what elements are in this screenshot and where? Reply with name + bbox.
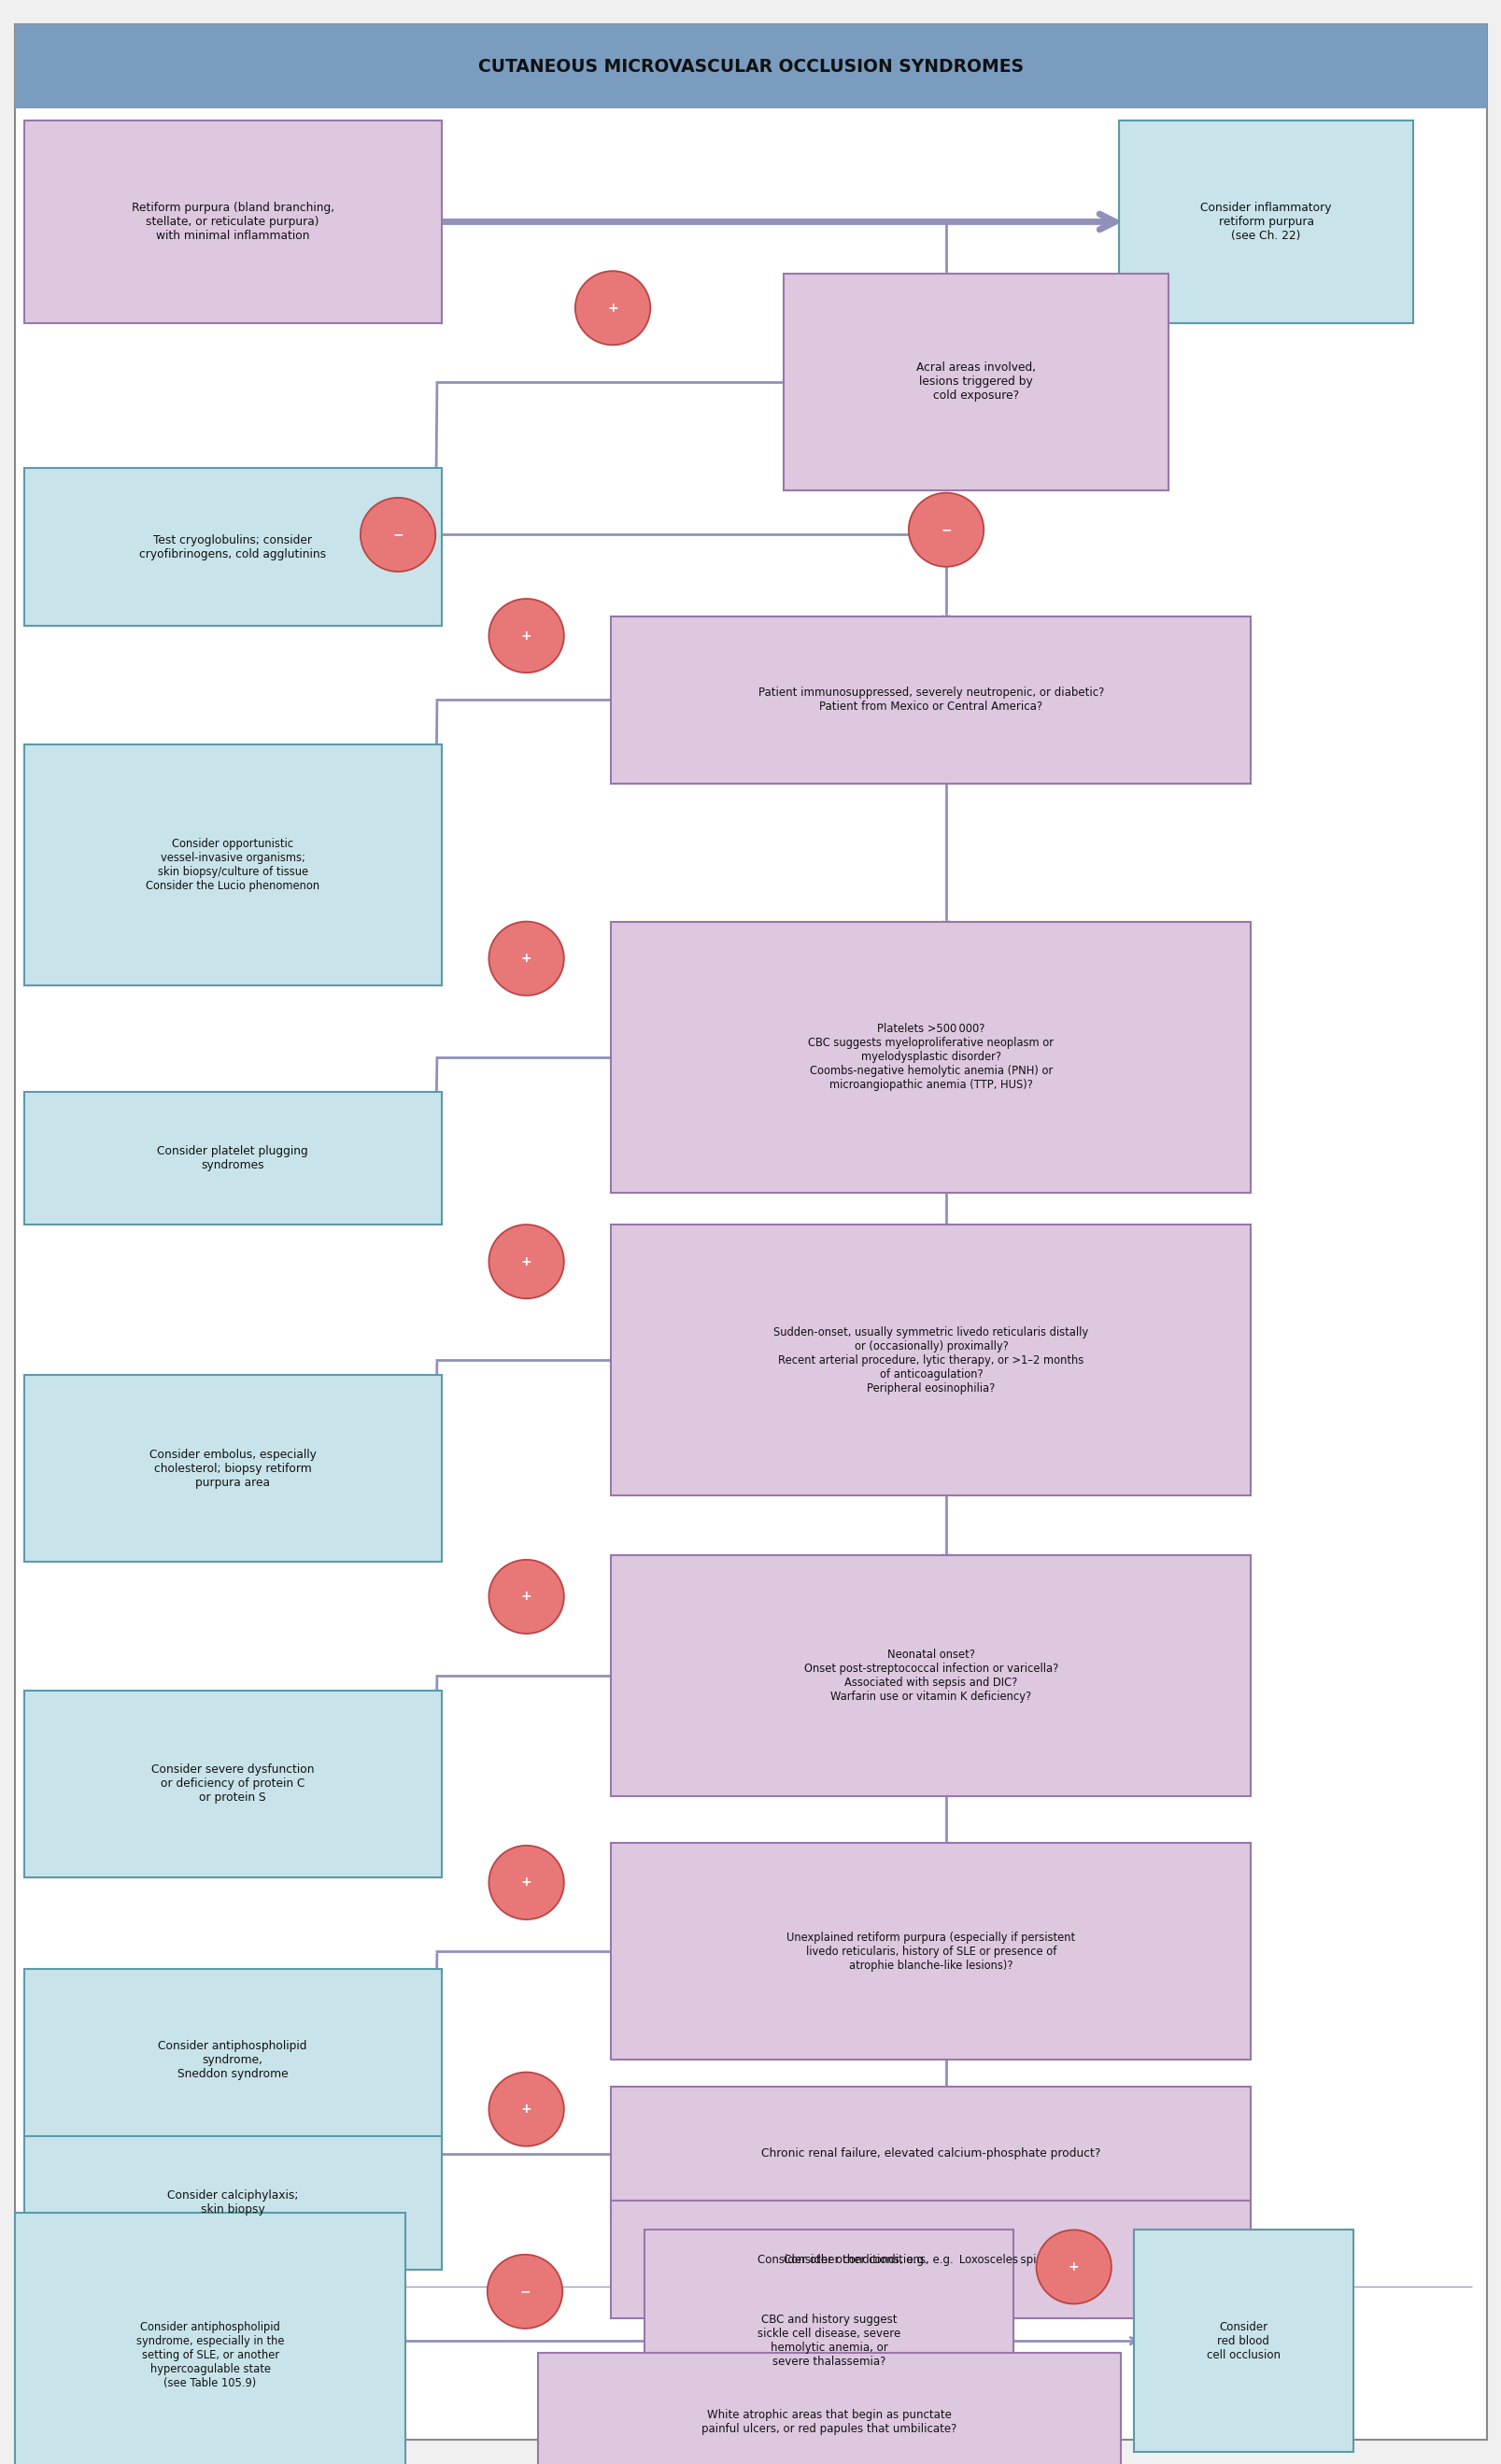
FancyBboxPatch shape (15, 25, 1486, 2439)
FancyBboxPatch shape (644, 2230, 1013, 2452)
FancyBboxPatch shape (611, 616, 1250, 784)
Text: +: + (521, 951, 531, 966)
Text: Consider antiphospholipid
syndrome, especially in the
setting of SLE, or another: Consider antiphospholipid syndrome, espe… (137, 2321, 284, 2390)
Ellipse shape (488, 1846, 564, 1919)
Text: Acral areas involved,
lesions triggered by
cold exposure?: Acral areas involved, lesions triggered … (916, 362, 1036, 402)
FancyBboxPatch shape (15, 25, 1486, 108)
Text: CUTANEOUS MICROVASCULAR OCCLUSION SYNDROMES: CUTANEOUS MICROVASCULAR OCCLUSION SYNDRO… (477, 57, 1024, 76)
FancyBboxPatch shape (611, 2087, 1250, 2220)
Text: Consider severe dysfunction
or deficiency of protein C
or protein S: Consider severe dysfunction or deficienc… (152, 1764, 314, 1804)
Ellipse shape (488, 1225, 564, 1299)
FancyBboxPatch shape (24, 1969, 441, 2151)
Text: −: − (392, 527, 404, 542)
FancyBboxPatch shape (1133, 2230, 1352, 2452)
FancyBboxPatch shape (611, 1225, 1250, 1496)
Text: Consider platelet plugging
syndromes: Consider platelet plugging syndromes (158, 1146, 308, 1170)
Text: −: − (519, 2284, 530, 2299)
Text: +: + (521, 1875, 531, 1890)
Ellipse shape (488, 1560, 564, 1634)
FancyBboxPatch shape (24, 744, 441, 986)
Text: +: + (521, 628, 531, 643)
FancyBboxPatch shape (611, 2200, 1250, 2319)
Ellipse shape (488, 599, 564, 673)
FancyBboxPatch shape (24, 1690, 441, 1878)
Text: Consider other conditions, e.g.  Loxosceles spider bite: Consider other conditions, e.g. Loxoscel… (782, 2255, 1079, 2264)
Ellipse shape (908, 493, 983, 567)
Text: +: + (521, 1589, 531, 1604)
FancyBboxPatch shape (24, 121, 441, 323)
FancyBboxPatch shape (537, 2353, 1120, 2464)
Ellipse shape (488, 922, 564, 995)
Text: CBC and history suggest
sickle cell disease, severe
hemolytic anemia, or
severe : CBC and history suggest sickle cell dise… (757, 2314, 901, 2368)
Text: Consider other conditions, e.g.: Consider other conditions, e.g. (758, 2255, 931, 2264)
Text: Test cryoglobulins; consider
cryofibrinogens, cold agglutinins: Test cryoglobulins; consider cryofibrino… (140, 535, 326, 559)
Text: Chronic renal failure, elevated calcium-phosphate product?: Chronic renal failure, elevated calcium-… (761, 2149, 1100, 2158)
Text: Consider
red blood
cell occlusion: Consider red blood cell occlusion (1205, 2321, 1280, 2361)
Ellipse shape (488, 2072, 564, 2146)
Ellipse shape (360, 498, 435, 572)
FancyBboxPatch shape (24, 1375, 441, 1562)
Text: Neonatal onset?
Onset post-streptococcal infection or varicella?
Associated with: Neonatal onset? Onset post-streptococcal… (803, 1648, 1058, 1703)
Text: +: + (1067, 2259, 1079, 2274)
Text: Consider opportunistic
vessel-invasive organisms;
skin biopsy/culture of tissue
: Consider opportunistic vessel-invasive o… (146, 838, 320, 892)
FancyBboxPatch shape (24, 1092, 441, 1225)
Text: −: − (940, 522, 952, 537)
FancyBboxPatch shape (611, 1843, 1250, 2060)
FancyBboxPatch shape (611, 922, 1250, 1193)
FancyBboxPatch shape (611, 1555, 1250, 1796)
Text: Consider inflammatory
retiform purpura
(see Ch. 22): Consider inflammatory retiform purpura (… (1199, 202, 1331, 241)
FancyBboxPatch shape (15, 2213, 405, 2464)
Text: Consider calciphylaxis;
skin biopsy: Consider calciphylaxis; skin biopsy (167, 2190, 299, 2215)
FancyBboxPatch shape (24, 468, 441, 626)
Ellipse shape (575, 271, 650, 345)
Text: Patient immunosuppressed, severely neutropenic, or diabetic?
Patient from Mexico: Patient immunosuppressed, severely neutr… (758, 687, 1103, 712)
Text: +: + (606, 301, 618, 315)
FancyBboxPatch shape (1118, 121, 1412, 323)
Text: Retiform purpura (bland branching,
stellate, or reticulate purpura)
with minimal: Retiform purpura (bland branching, stell… (131, 202, 335, 241)
Text: +: + (521, 1254, 531, 1269)
Ellipse shape (1036, 2230, 1111, 2304)
FancyBboxPatch shape (24, 2136, 441, 2269)
Text: Unexplained retiform purpura (especially if persistent
livedo reticularis, histo: Unexplained retiform purpura (especially… (787, 1932, 1075, 1971)
Ellipse shape (486, 2255, 563, 2328)
Text: Consider antiphospholipid
syndrome,
Sneddon syndrome: Consider antiphospholipid syndrome, Sned… (158, 2040, 308, 2080)
Text: +: + (521, 2102, 531, 2117)
Text: Sudden-onset, usually symmetric livedo reticularis distally
or (occasionally) pr: Sudden-onset, usually symmetric livedo r… (773, 1326, 1088, 1395)
Text: White atrophic areas that begin as punctate
painful ulcers, or red papules that : White atrophic areas that begin as punct… (701, 2410, 956, 2434)
FancyBboxPatch shape (784, 274, 1168, 490)
Text: Platelets >500 000?
CBC suggests myeloproliferative neoplasm or
myelodysplastic : Platelets >500 000? CBC suggests myelopr… (808, 1023, 1054, 1092)
Text: Consider embolus, especially
cholesterol; biopsy retiform
purpura area: Consider embolus, especially cholesterol… (149, 1449, 317, 1488)
